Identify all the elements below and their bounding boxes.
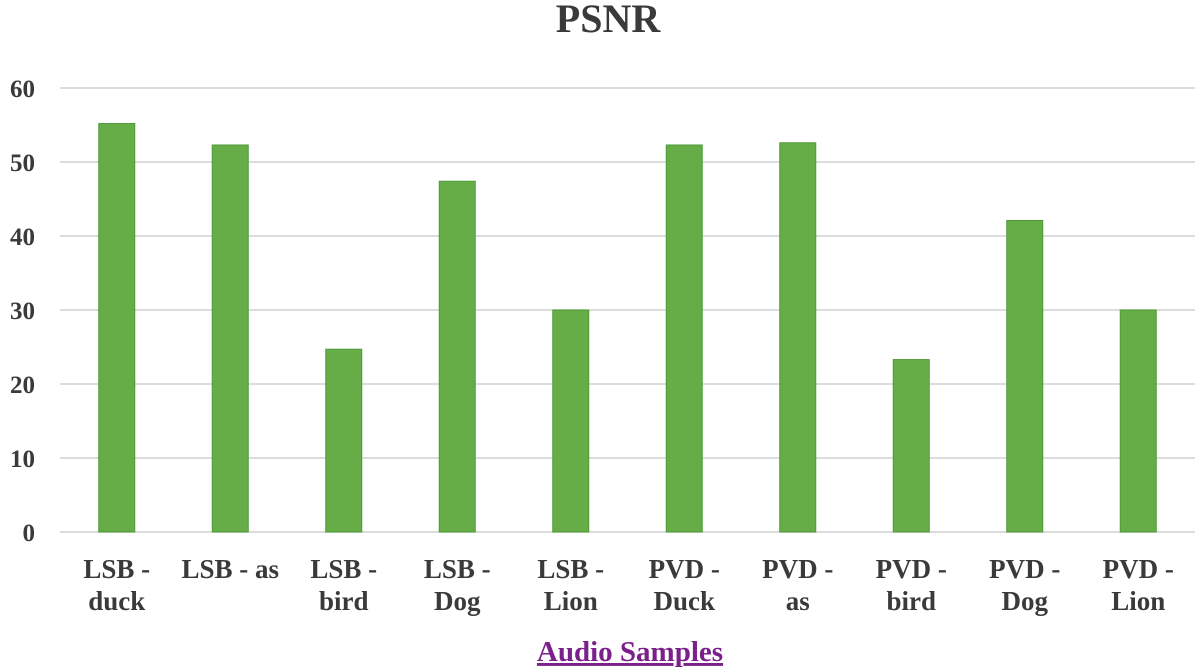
y-tick-label: 40 bbox=[10, 224, 35, 251]
x-axis-label: Audio Samples bbox=[537, 636, 723, 668]
y-tick-label: 10 bbox=[10, 446, 35, 473]
x-tick-label: duck bbox=[88, 586, 145, 616]
x-tick-label: Dog bbox=[434, 586, 481, 616]
bar bbox=[325, 348, 363, 533]
bar bbox=[665, 144, 703, 533]
y-tick-label: 50 bbox=[10, 150, 35, 177]
y-tick-label: 30 bbox=[10, 298, 35, 325]
x-tick-label: bird bbox=[886, 586, 936, 616]
x-tick-label: Lion bbox=[1111, 586, 1165, 616]
x-tick-label: PVD - bbox=[649, 554, 720, 584]
x-tick-label: LSB - as bbox=[181, 554, 279, 584]
x-tick-label: Dog bbox=[1002, 586, 1049, 616]
y-tick-label: 60 bbox=[10, 76, 35, 103]
y-axis-ticks: 0 10 20 30 40 50 60 bbox=[10, 76, 35, 547]
x-tick-label: PVD - bbox=[1103, 554, 1174, 584]
x-tick-label: Duck bbox=[653, 586, 715, 616]
gridlines bbox=[60, 87, 1195, 533]
bar bbox=[1006, 219, 1044, 533]
x-tick-label: LSB - bbox=[537, 554, 604, 584]
bar bbox=[438, 180, 476, 533]
bar bbox=[211, 144, 249, 533]
bar bbox=[779, 142, 817, 533]
bar bbox=[892, 359, 930, 533]
x-tick-label: LSB - bbox=[310, 554, 377, 584]
x-tick-label: PVD - bbox=[762, 554, 833, 584]
x-tick-label: LSB - bbox=[424, 554, 491, 584]
chart-title: PSNR bbox=[556, 0, 662, 41]
bar bbox=[1119, 309, 1157, 533]
y-tick-label: 20 bbox=[10, 372, 35, 399]
bar bbox=[98, 123, 136, 533]
x-tick-label: bird bbox=[319, 586, 369, 616]
x-tick-label: PVD - bbox=[989, 554, 1060, 584]
x-tick-label: LSB - bbox=[83, 554, 150, 584]
y-tick-label: 0 bbox=[23, 520, 36, 547]
x-tick-label: Lion bbox=[544, 586, 598, 616]
bar bbox=[552, 309, 590, 533]
bars bbox=[98, 123, 1157, 533]
x-tick-label: as bbox=[786, 586, 810, 616]
x-tick-label: PVD - bbox=[876, 554, 947, 584]
